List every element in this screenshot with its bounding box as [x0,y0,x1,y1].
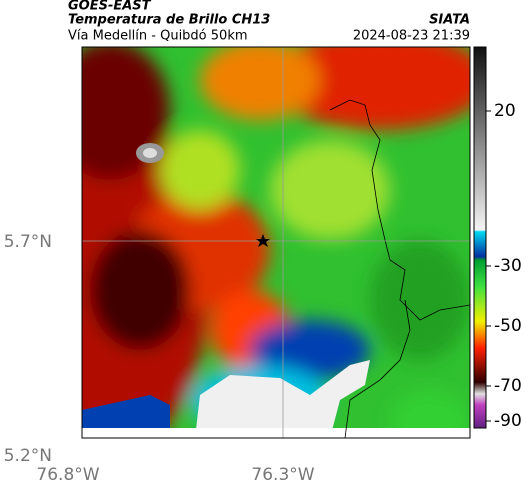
location: Vía Medellín - Quibdó 50km [68,29,248,44]
map-frame [81,46,471,439]
colorbar-tick-label: 20 [494,101,516,121]
lon-label: 76.3°W [251,465,314,485]
lat-label: 5.7°N [4,232,52,252]
colorbar-tick-label: -50 [494,316,522,336]
datetime: 2024-08-23 21:39 [353,29,470,44]
colorbar [473,46,487,429]
brightness-field [82,47,470,438]
lat-label: 5.2°N [4,446,52,466]
colorbar-ticks: 20 -30 -50 -70 -90 [486,101,522,431]
source: SIATA [429,13,470,28]
colorbar-tick-label: -90 [494,411,522,431]
colorbar-tick-label: -70 [494,376,522,396]
lon-label: 76.8°W [36,465,99,485]
subtitle: Temperatura de Brillo CH13 [68,13,270,28]
title: GOES-EAST [68,0,152,14]
colorbar-tick-label: -30 [494,256,522,276]
